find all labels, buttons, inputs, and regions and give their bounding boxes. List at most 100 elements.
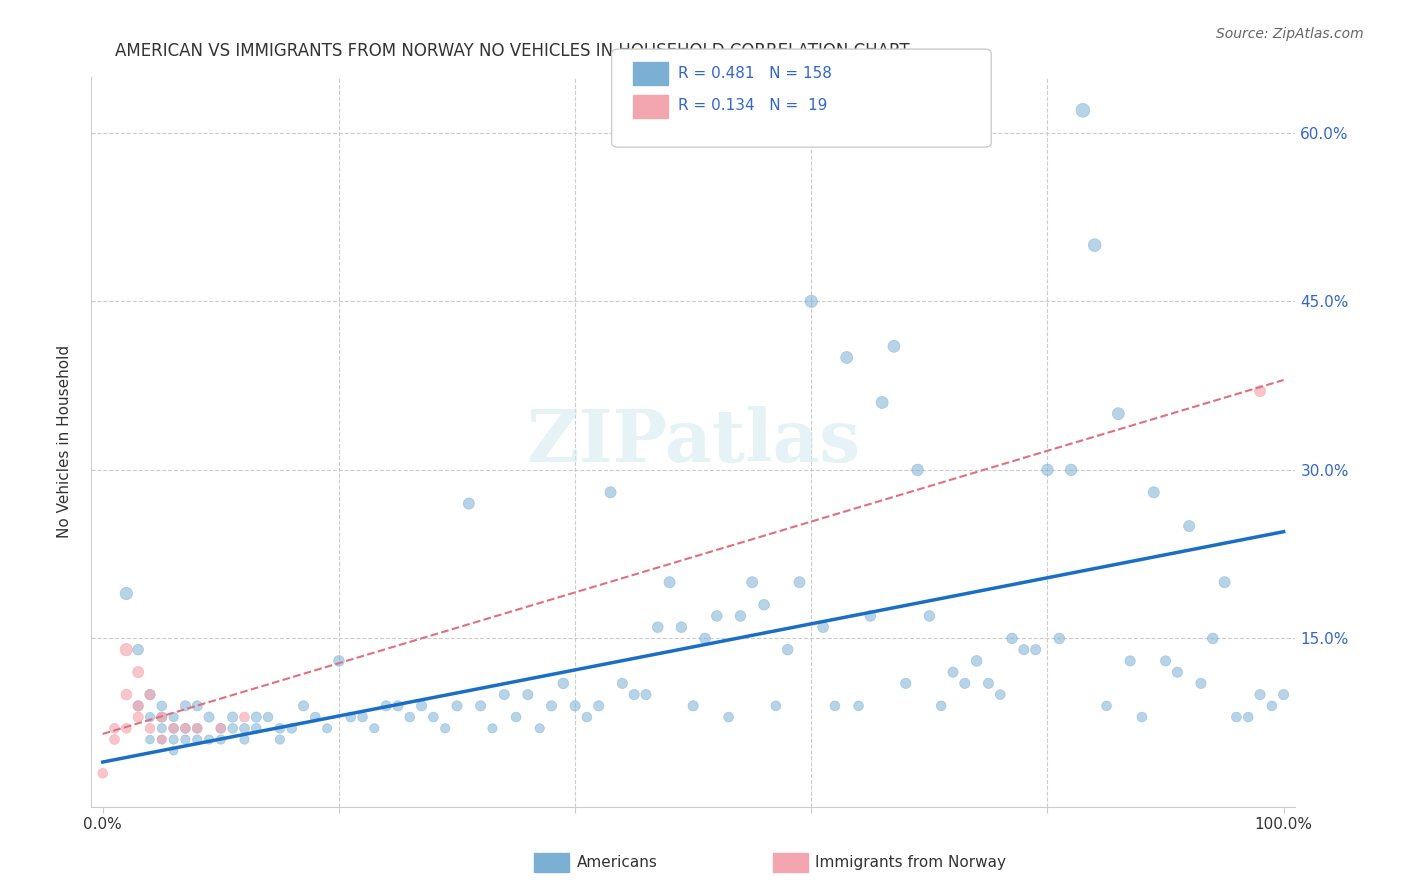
Text: R = 0.134   N =  19: R = 0.134 N = 19 <box>678 98 827 112</box>
Americans <box>150 732 173 747</box>
Americans <box>1261 698 1284 713</box>
Americans <box>1202 632 1225 646</box>
Americans <box>752 598 775 612</box>
Americans <box>411 698 433 713</box>
Americans <box>139 710 162 724</box>
Immigrants from Norway <box>127 698 149 713</box>
Americans <box>529 722 551 736</box>
Americans <box>977 676 1000 690</box>
Americans <box>398 710 420 724</box>
Americans <box>1189 676 1212 690</box>
Americans <box>446 698 468 713</box>
Americans <box>186 722 208 736</box>
Americans <box>1025 642 1047 657</box>
Americans <box>776 642 799 657</box>
Americans <box>682 698 704 713</box>
Americans <box>233 732 256 747</box>
Americans <box>824 698 846 713</box>
Americans <box>162 722 184 736</box>
Americans <box>966 654 988 668</box>
Americans <box>800 294 823 309</box>
Americans <box>470 698 492 713</box>
Immigrants from Norway <box>139 722 162 736</box>
Americans <box>1237 710 1260 724</box>
Americans <box>859 609 882 624</box>
Americans <box>186 698 208 713</box>
Americans <box>953 676 976 690</box>
Americans <box>1001 632 1024 646</box>
Americans <box>505 710 527 724</box>
Immigrants from Norway <box>186 722 208 736</box>
Americans <box>162 732 184 747</box>
Americans <box>730 609 752 624</box>
Americans <box>741 575 763 590</box>
Americans <box>150 698 173 713</box>
Immigrants from Norway <box>91 766 114 780</box>
Americans <box>883 339 905 353</box>
Americans <box>1143 485 1166 500</box>
Immigrants from Norway <box>233 710 256 724</box>
Y-axis label: No Vehicles in Household: No Vehicles in Household <box>58 345 72 539</box>
Text: Source: ZipAtlas.com: Source: ZipAtlas.com <box>1216 27 1364 41</box>
Americans <box>1249 688 1271 702</box>
Americans <box>150 710 173 724</box>
Americans <box>162 744 184 758</box>
Americans <box>1130 710 1153 724</box>
Americans <box>588 698 610 713</box>
Americans <box>174 722 197 736</box>
Americans <box>174 732 197 747</box>
Immigrants from Norway <box>127 710 149 724</box>
Immigrants from Norway <box>115 688 138 702</box>
Americans <box>988 688 1011 702</box>
Americans <box>494 688 516 702</box>
Americans <box>1047 632 1070 646</box>
Immigrants from Norway <box>103 732 125 747</box>
Americans <box>352 710 374 724</box>
Text: Immigrants from Norway: Immigrants from Norway <box>815 855 1007 870</box>
Americans <box>575 710 598 724</box>
Americans <box>599 485 621 500</box>
Text: AMERICAN VS IMMIGRANTS FROM NORWAY NO VEHICLES IN HOUSEHOLD CORRELATION CHART: AMERICAN VS IMMIGRANTS FROM NORWAY NO VE… <box>115 42 910 60</box>
Americans <box>1012 642 1035 657</box>
Americans <box>269 732 291 747</box>
Americans <box>339 710 361 724</box>
Immigrants from Norway <box>139 688 162 702</box>
Americans <box>245 710 267 724</box>
Immigrants from Norway <box>174 722 197 736</box>
Americans <box>233 722 256 736</box>
Americans <box>434 722 457 736</box>
Americans <box>198 732 221 747</box>
Americans <box>706 609 728 624</box>
Americans <box>929 698 952 713</box>
Americans <box>894 676 917 690</box>
Americans <box>162 710 184 724</box>
Americans <box>221 710 243 724</box>
Americans <box>1107 407 1129 421</box>
Americans <box>186 732 208 747</box>
Immigrants from Norway <box>115 722 138 736</box>
Americans <box>671 620 693 634</box>
Americans <box>304 710 326 724</box>
Americans <box>647 620 669 634</box>
Text: R = 0.481   N = 158: R = 0.481 N = 158 <box>678 66 831 80</box>
Americans <box>942 665 965 680</box>
Americans <box>422 710 444 724</box>
Americans <box>280 722 302 736</box>
Americans <box>870 395 893 409</box>
Americans <box>1060 463 1083 477</box>
Americans <box>1213 575 1236 590</box>
Americans <box>918 609 941 624</box>
Immigrants from Norway <box>1249 384 1271 399</box>
Americans <box>623 688 645 702</box>
Immigrants from Norway <box>103 722 125 736</box>
Americans <box>553 676 575 690</box>
Americans <box>717 710 740 724</box>
Americans <box>198 710 221 724</box>
Immigrants from Norway <box>115 642 138 657</box>
Americans <box>375 698 398 713</box>
Americans <box>564 698 586 713</box>
Americans <box>1071 103 1094 118</box>
Americans <box>1036 463 1059 477</box>
Americans <box>765 698 787 713</box>
Americans <box>363 722 385 736</box>
